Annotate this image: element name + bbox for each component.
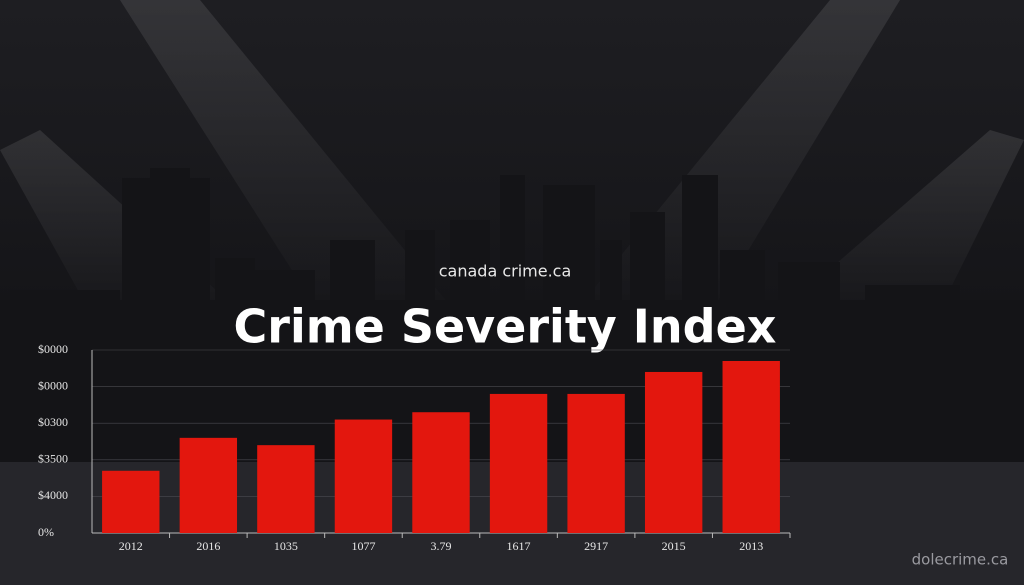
bar — [102, 470, 160, 533]
y-tick-label: $4000 — [38, 488, 68, 502]
bar — [412, 412, 470, 533]
x-tick-label: 1077 — [351, 539, 375, 553]
bar — [257, 445, 315, 533]
chart-subtitle: canada crime.ca — [439, 262, 572, 281]
watermark: dolecrime.ca — [912, 551, 1009, 569]
bar — [179, 437, 238, 533]
bar — [722, 360, 780, 533]
y-tick-label: $0000 — [38, 342, 68, 356]
bar — [567, 393, 625, 533]
x-tick-label: 1035 — [274, 539, 298, 553]
x-tick-label: 2013 — [739, 539, 763, 553]
bar — [644, 371, 703, 533]
bar — [334, 419, 393, 533]
bar — [489, 393, 548, 533]
x-tick-label: 1617 — [507, 539, 531, 553]
y-tick-label: 0% — [38, 525, 54, 539]
x-tick-label: 2012 — [119, 539, 143, 553]
y-tick-label: $0000 — [38, 378, 68, 392]
x-tick-label: 2016 — [196, 539, 220, 553]
x-tick-label: 3.79 — [431, 539, 452, 553]
plot-area: 0% $4000 $3500 $0300 $0000 $0000 2012 2016 1035 1… — [38, 342, 791, 553]
y-tick-label: $3500 — [38, 452, 68, 466]
x-tick-label: 2015 — [662, 539, 686, 553]
skyline — [0, 168, 1024, 470]
chart-title: Crime Severity Index — [234, 300, 777, 354]
y-tick-label: $0300 — [38, 415, 68, 429]
x-tick-label: 2917 — [584, 539, 608, 553]
